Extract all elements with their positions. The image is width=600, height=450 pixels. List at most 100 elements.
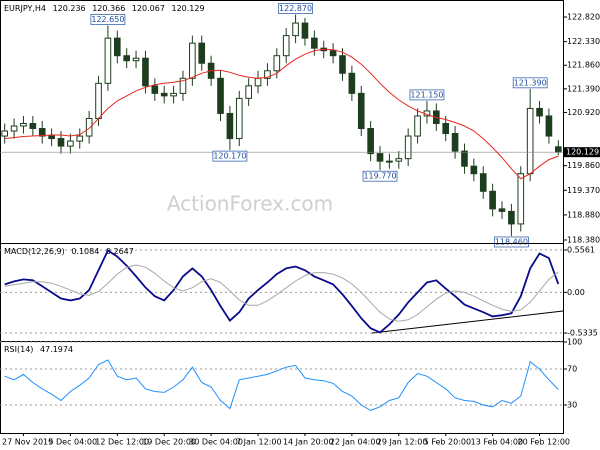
annotation-label: 119.770 (363, 172, 396, 181)
candle-body (451, 133, 459, 152)
annotation-label: 122.650 (91, 15, 124, 24)
candle-body (29, 122, 37, 130)
panel-title: MACD(12,26,9) (4, 247, 65, 256)
candle-body (142, 57, 149, 87)
candle-body (264, 70, 271, 79)
candle-body (113, 37, 121, 57)
candle-body (311, 37, 318, 49)
header-value: 0.1084 (71, 247, 99, 256)
candle-body (498, 208, 506, 212)
candle-body (48, 135, 55, 140)
annotation-label: 118.460 (495, 237, 528, 246)
candle-body (85, 117, 93, 137)
y-tick-label: 0.5561 (567, 246, 595, 255)
annotation-label: 121.150 (410, 90, 443, 99)
candle-body (123, 55, 130, 62)
candle-body (1, 130, 9, 137)
candle-body (38, 128, 46, 137)
candle-body (170, 92, 177, 97)
candle-body (76, 135, 84, 142)
candle-body (10, 125, 18, 132)
panel-header: MACD(12,26,9) 0.1084 0.2647 (4, 247, 134, 256)
candle-body (386, 160, 393, 163)
y-tick-label: -0.5335 (567, 329, 598, 338)
y-tick-label: 121.860 (567, 61, 600, 70)
x-tick-label: 22 Jan 04:00 (330, 438, 381, 447)
candle-body (376, 153, 384, 162)
y-tick-label: 122.330 (567, 37, 600, 46)
panel-header: RSI(14) 47.1974 (4, 345, 73, 354)
y-tick-label: 121.390 (567, 84, 600, 93)
candle-body (226, 112, 234, 140)
candle-body (132, 57, 140, 62)
y-tick-label: 100 (567, 338, 582, 347)
candle-body (367, 128, 374, 155)
y-tick-label: 120.920 (567, 108, 600, 117)
candle-body (179, 77, 187, 94)
annotation-box (409, 89, 445, 101)
candle-body (545, 115, 553, 137)
candle-body (526, 107, 534, 175)
series-line (4, 264, 559, 322)
y-tick-label: 118.380 (567, 235, 600, 244)
candle-body (442, 122, 450, 135)
header-value: 47.1974 (40, 345, 73, 354)
y-tick-label: 30 (567, 401, 577, 410)
price-label: 120.129 (566, 148, 599, 157)
x-tick-label: 5 Dec 04:00 (48, 438, 97, 447)
x-tick-label: 12 Dec 12:00 (95, 438, 149, 447)
price-box (564, 147, 600, 158)
candle-body (20, 122, 27, 127)
candle-body (517, 173, 525, 225)
y-tick-label: 0.00 (567, 288, 585, 297)
candle-body (414, 115, 421, 137)
candle-body (245, 85, 252, 99)
y-tick-label: 119.860 (567, 161, 600, 170)
annotation-label: 120.170 (213, 152, 246, 161)
candle-body (489, 190, 496, 210)
panel-title: RSI(14) (4, 345, 33, 354)
candle-body (67, 140, 74, 147)
x-tick-label: 5 Feb 20:00 (424, 438, 471, 447)
candle-body (198, 42, 206, 64)
x-tick-label: 20 Feb 12:00 (518, 438, 570, 447)
header-value: 120.236 (53, 4, 86, 13)
candle-body (470, 165, 478, 175)
annotation-box (494, 236, 529, 248)
annotation-box (278, 3, 313, 14)
candle-body (554, 146, 562, 153)
candle-body (536, 107, 543, 117)
series-line (4, 359, 559, 411)
y-tick-label: 122.820 (567, 13, 600, 22)
series-line (4, 249, 560, 334)
candle-body (479, 173, 487, 192)
candle-body (348, 72, 356, 94)
x-tick-label: 19 Dec 20:00 (142, 438, 196, 447)
annotation-label: 121.390 (514, 78, 547, 87)
candle-body (273, 55, 281, 72)
x-tick-label: 13 Feb 04:00 (471, 438, 523, 447)
candle-body (508, 210, 515, 225)
series-line (4, 48, 559, 180)
header-value: 0.2647 (106, 247, 134, 256)
x-tick-label: 27 Nov 2019 (2, 438, 53, 447)
candle-body (329, 50, 337, 57)
x-tick-label: 30 Dec 04:00 (189, 438, 243, 447)
candle-body (254, 77, 262, 87)
header-value: 120.067 (132, 4, 165, 13)
y-tick-label: 119.370 (567, 186, 600, 195)
candle-body (235, 97, 243, 140)
x-tick-label: 29 Jan 12:00 (377, 438, 428, 447)
watermark: ActionForex.com (167, 192, 333, 216)
trend-line (371, 310, 564, 334)
y-tick-label: 70 (567, 365, 577, 374)
candle-body (95, 82, 102, 119)
annotation-box (362, 170, 398, 182)
y-tick-label: 118.880 (567, 210, 600, 219)
annotation-box (212, 150, 248, 162)
candle-body (339, 55, 346, 74)
annotation-label: 122.870 (279, 4, 312, 13)
x-tick-label: 14 Jan 20:00 (283, 438, 334, 447)
panel-title: EURJPY,H4 (4, 4, 46, 13)
